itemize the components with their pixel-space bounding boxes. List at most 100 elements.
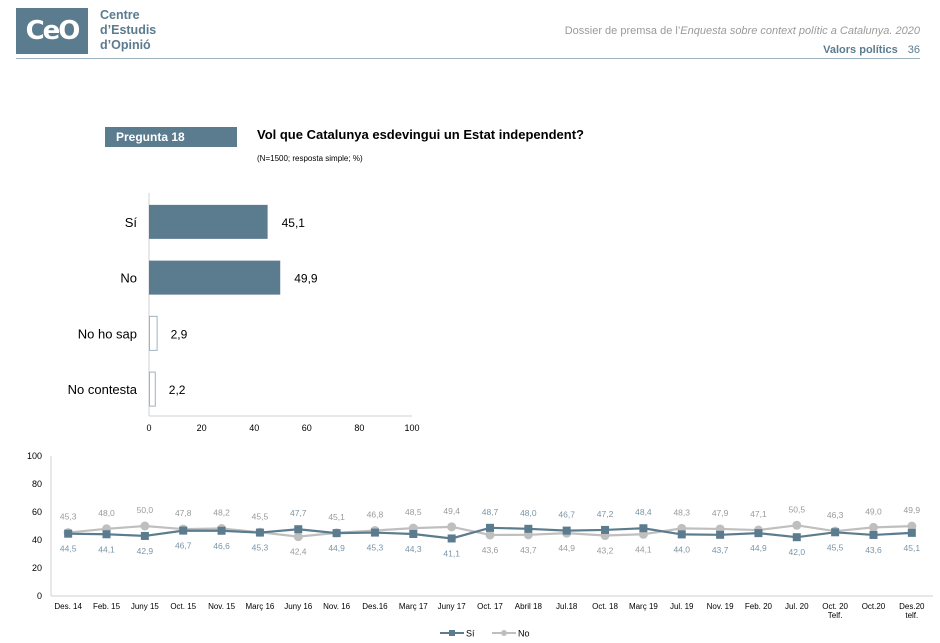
data-point-si xyxy=(524,524,533,533)
bar-x-tick-label: 100 xyxy=(404,423,419,433)
data-point-si xyxy=(217,526,226,535)
data-point-si xyxy=(179,526,188,535)
data-label-si: 46,6 xyxy=(213,541,230,551)
line-x-tick-label: Oct. 18 xyxy=(592,602,618,611)
bar-value-label: 49,9 xyxy=(294,272,318,286)
bar xyxy=(149,315,158,351)
series-line-si xyxy=(68,526,912,540)
data-point-si xyxy=(332,529,341,538)
line-x-tick-label: Abril 18 xyxy=(515,602,543,611)
data-point-si xyxy=(370,528,379,537)
data-label-si: 48,7 xyxy=(482,507,499,517)
data-point-no xyxy=(255,527,265,537)
data-label-no: 48,3 xyxy=(673,507,690,517)
data-label-no: 49,4 xyxy=(443,506,460,516)
line-x-tick-label: Juny 15 xyxy=(131,602,160,611)
data-label-si: 42,0 xyxy=(789,547,806,557)
line-x-tick-label: Oct. 20 xyxy=(822,602,848,611)
data-label-si: 46,7 xyxy=(558,510,575,520)
data-point-si xyxy=(486,523,494,532)
question-badge: Pregunta 18 xyxy=(105,127,237,147)
legend-label: Sí xyxy=(466,629,475,639)
data-point-si xyxy=(792,533,801,542)
line-x-tick-label: Juny 17 xyxy=(438,602,467,611)
line-x-tick-label: Des.16 xyxy=(362,602,388,611)
data-label-no: 48,5 xyxy=(405,507,422,517)
line-x-tick-label: Oct. 15 xyxy=(170,602,196,611)
line-x-tick-label: Nov. 15 xyxy=(208,602,236,611)
org-line: d’Opinió xyxy=(100,38,151,52)
data-point-no xyxy=(868,522,878,532)
legend-marker-square xyxy=(449,630,455,636)
bar-category-label: No xyxy=(120,271,137,286)
bar-value-label: 2,2 xyxy=(169,383,186,397)
data-label-si: 43,6 xyxy=(865,545,882,555)
data-label-no: 46,3 xyxy=(827,510,844,520)
ceo-logo: CeO xyxy=(16,8,88,54)
data-label-no: 47,8 xyxy=(175,508,192,518)
data-label-si: 45,1 xyxy=(904,543,921,553)
line-x-tick-label: Nov. 16 xyxy=(323,602,351,611)
line-x-tick-label: Feb. 15 xyxy=(93,602,121,611)
line-x-tick-label: Oct. 17 xyxy=(477,602,503,611)
data-point-no xyxy=(217,524,227,534)
data-label-si: 48,4 xyxy=(635,507,652,517)
bar-x-tick-label: 0 xyxy=(146,423,151,433)
data-label-no: 48,0 xyxy=(98,508,115,518)
bar-category-label: No ho sap xyxy=(78,326,137,341)
line-x-tick-label: Feb. 20 xyxy=(745,602,773,611)
data-point-si xyxy=(639,524,648,533)
question-subtitle: (N=1500; resposta simple; %) xyxy=(257,154,363,163)
doc-title-prefix: Dossier de premsa de l’ xyxy=(564,25,681,37)
bar-category-label: Sí xyxy=(125,215,138,230)
line-x-tick-label: Nov. 19 xyxy=(707,602,735,611)
data-label-no: 45,3 xyxy=(60,512,77,522)
page-number: 36 xyxy=(907,44,920,56)
data-point-si xyxy=(831,528,840,537)
bar-x-tick-label: 20 xyxy=(197,423,207,433)
bar-category-label: No contesta xyxy=(68,382,138,397)
doc-title-italic: Enquesta sobre context polític a Catalun… xyxy=(680,25,920,37)
data-label-si: 45,5 xyxy=(827,542,844,552)
data-label-no: 43,6 xyxy=(482,545,499,555)
data-label-no: 45,1 xyxy=(328,512,345,522)
data-label-si: 47,2 xyxy=(597,509,614,519)
line-x-tick-label: telf. xyxy=(905,611,918,620)
org-line: d’Estudis xyxy=(100,23,157,37)
data-point-si xyxy=(562,526,571,535)
data-label-si: 48,0 xyxy=(520,508,537,518)
data-label-si: 44,1 xyxy=(98,544,115,554)
data-label-si: 43,7 xyxy=(712,545,729,555)
line-x-tick-label: Juny 16 xyxy=(284,602,313,611)
bar-x-tick-label: 60 xyxy=(302,423,312,433)
data-label-si: 44,0 xyxy=(673,544,690,554)
data-point-no xyxy=(907,521,917,531)
bar xyxy=(149,204,268,239)
data-label-no: 50,5 xyxy=(789,504,806,514)
data-point-no xyxy=(102,524,112,534)
line-x-tick-label: Jul. 20 xyxy=(785,602,809,611)
logo-text: CeO xyxy=(25,16,81,46)
data-point-no xyxy=(753,525,763,535)
data-point-si xyxy=(754,529,763,538)
data-point-no xyxy=(293,532,303,542)
data-label-si: 41,1 xyxy=(443,548,460,558)
org-name: Centre d’Estudis d’Opinió xyxy=(100,8,156,53)
data-point-si xyxy=(255,528,264,537)
line-x-tick-label: Telf. xyxy=(828,611,843,620)
line-x-tick-label: Març 16 xyxy=(245,602,274,611)
data-label-no: 44,1 xyxy=(635,544,652,554)
data-point-no xyxy=(677,523,687,533)
data-label-no: 46,8 xyxy=(367,509,384,519)
data-label-no: 42,4 xyxy=(290,547,307,557)
data-point-si xyxy=(102,530,111,539)
line-y-tick-label: 60 xyxy=(32,507,42,517)
bar-value-label: 2,9 xyxy=(171,327,188,341)
data-point-si xyxy=(447,534,456,543)
data-point-no xyxy=(715,524,725,534)
line-x-tick-label: Jul. 19 xyxy=(670,602,694,611)
data-point-si xyxy=(294,525,303,534)
bar-x-tick-label: 80 xyxy=(354,423,364,433)
data-label-si: 47,7 xyxy=(290,508,307,518)
